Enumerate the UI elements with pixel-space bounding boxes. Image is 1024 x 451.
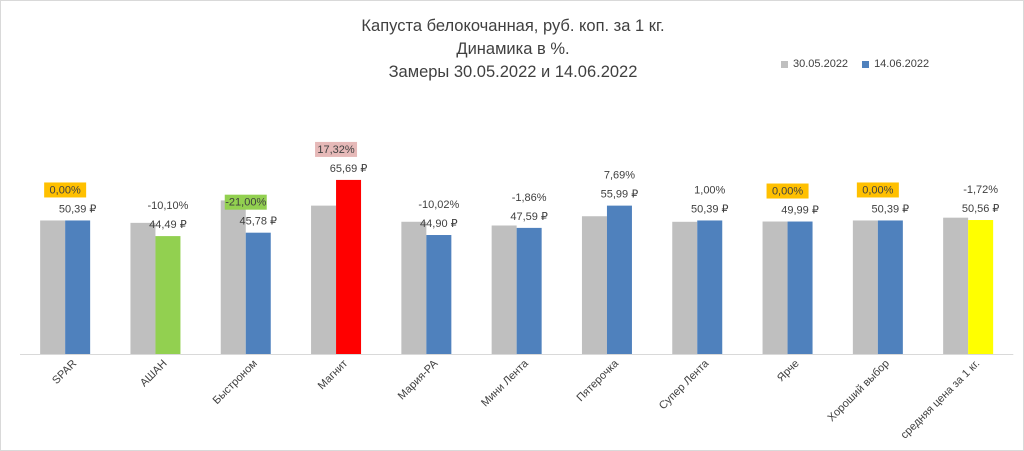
value-label-6: 55,99 ₽ [601,189,639,201]
value-label-9: 50,39 ₽ [872,203,910,215]
legend-item-series-2: 14.06.2022 [862,58,929,70]
change-label-1: -10,10% [147,200,188,212]
change-label-8: 0,00% [772,186,803,198]
legend-swatch-series-2 [862,60,870,68]
chart-title-line-2: Динамика в %. [456,40,570,58]
chart-legend: 30.05.2022 14.06.2022 [781,58,929,70]
category-label-10: средняя цена за 1 кг. [899,358,983,442]
category-label-5: Мини Лента [479,357,531,409]
change-label-2: -21,00% [225,197,266,209]
bar-series-2-0 [65,220,91,354]
value-label-5: 47,59 ₽ [510,211,548,223]
value-label-0: 50,39 ₽ [59,203,97,215]
bar-series-2-7 [697,220,723,354]
bar-series-1-3 [311,205,337,354]
category-label-7: Супер Лента [657,357,712,412]
category-label-1: АШАН [138,358,170,390]
category-label-2: Быстроном [211,358,260,407]
change-label-10: -1,72% [963,184,998,196]
category-label-0: SPAR [50,358,79,387]
bar-series-2-5 [516,227,542,354]
bar-series-2-2 [245,232,271,354]
bar-series-2-3 [336,179,362,354]
change-label-4: -10,02% [418,199,459,211]
category-label-8: Ярче [775,358,802,385]
bar-series-1-8 [762,221,788,354]
bar-series-1-9 [852,220,878,354]
legend-label-series-1: 30.05.2022 [793,58,849,70]
bar-series-1-10 [943,217,969,354]
chart-title-line-1: Капуста белокочанная, руб. коп. за 1 кг. [361,17,665,35]
change-label-7: 1,00% [694,184,725,196]
bar-series-2-9 [877,220,903,354]
category-label-9: Хороший выбор [825,358,891,424]
category-label-3: Магнит [316,358,350,392]
bar-series-1-2 [220,200,246,354]
bar-series-1-5 [491,225,517,354]
change-label-box-2 [224,194,267,210]
legend-label-series-2: 14.06.2022 [874,58,930,70]
value-label-1: 44,49 ₽ [149,219,187,231]
value-label-8: 49,99 ₽ [781,205,819,217]
bar-series-2-4 [426,235,452,354]
change-label-box-8 [766,183,809,199]
category-label-4: Мария-РА [396,357,441,402]
bar-series-2-8 [787,221,813,354]
change-label-6: 7,69% [604,170,635,182]
category-label-6: Пятерочка [575,357,622,404]
bar-series-1-1 [130,222,156,354]
chart-title-line-3: Замеры 30.05.2022 и 14.06.2022 [388,63,638,81]
bar-series-1-0 [40,220,66,354]
value-label-3: 65,69 ₽ [330,163,368,175]
bar-series-2-1 [155,236,181,354]
chart-title: Капуста белокочанная, руб. коп. за 1 кг.… [1,15,1024,84]
legend-item-series-1: 30.05.2022 [781,58,848,70]
value-label-2: 45,78 ₽ [239,216,277,228]
bar-series-2-6 [606,205,632,354]
change-label-box-3 [315,141,358,157]
change-label-box-0 [44,182,87,198]
value-label-10: 50,56 ₽ [962,203,1000,215]
change-label-3: 17,32% [317,144,355,156]
value-label-4: 44,90 ₽ [420,218,458,230]
bar-series-1-4 [401,221,427,354]
change-label-box-9 [856,182,899,198]
bar-series-2-10 [968,220,994,354]
change-label-0: 0,00% [50,184,81,196]
value-label-7: 50,39 ₽ [691,203,729,215]
change-label-9: 0,00% [862,184,893,196]
bar-series-1-7 [672,221,698,354]
change-label-5: -1,86% [512,192,547,204]
legend-swatch-series-1 [781,60,788,68]
bar-series-1-6 [581,216,607,354]
